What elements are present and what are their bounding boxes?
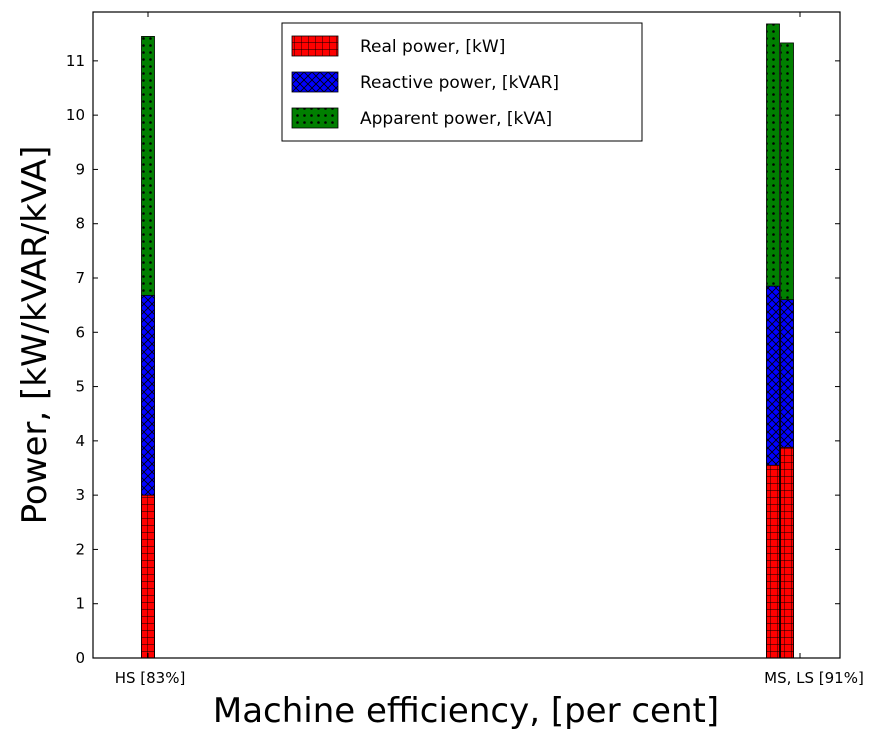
y-tick-label: 5 — [75, 378, 85, 396]
y-tick-label: 0 — [75, 649, 85, 667]
x-tick-label: HS [83%] — [115, 669, 186, 687]
legend-label-real: Real power, [kW] — [360, 37, 505, 57]
legend-swatch-real — [291, 35, 339, 57]
bar-real-3 — [780, 446, 794, 659]
y-tick-label: 2 — [75, 540, 85, 558]
y-tick-label: 11 — [66, 52, 85, 70]
bar-real-2 — [766, 464, 780, 659]
y-tick-label: 10 — [66, 106, 85, 124]
legend-box — [281, 22, 643, 142]
legend-label-reactive: Reactive power, [kVAR] — [360, 73, 559, 93]
bars-layer — [141, 23, 794, 659]
y-tick-label: 1 — [75, 595, 85, 613]
bar-real-1 — [141, 494, 155, 659]
y-tick-label: 7 — [75, 269, 85, 287]
plot-frame — [92, 11, 841, 659]
legend: Real power, [kW] Reactive power, [kVAR] Ap… — [281, 22, 643, 142]
x-axis-label: Machine efficiency, [per cent] — [213, 691, 719, 731]
legend-swatch-reactive — [291, 71, 339, 93]
legend-swatch-apparent — [291, 107, 339, 129]
x-axis: HS [83%] MS, LS [91%] — [115, 12, 864, 687]
y-tick-label: 6 — [75, 323, 85, 341]
y-axis-label: Power, [kW/kVAR/kVA] — [15, 146, 55, 525]
y-axis: 0 1 2 3 4 5 6 7 8 9 10 11 — [66, 52, 840, 667]
legend-label-apparent: Apparent power, [kVA] — [360, 109, 552, 129]
y-tick-label: 4 — [75, 432, 85, 450]
y-tick-label: 3 — [75, 486, 85, 504]
y-tick-label: 9 — [75, 160, 85, 178]
y-tick-label: 8 — [75, 215, 85, 233]
x-tick-label: MS, LS [91%] — [764, 669, 864, 687]
